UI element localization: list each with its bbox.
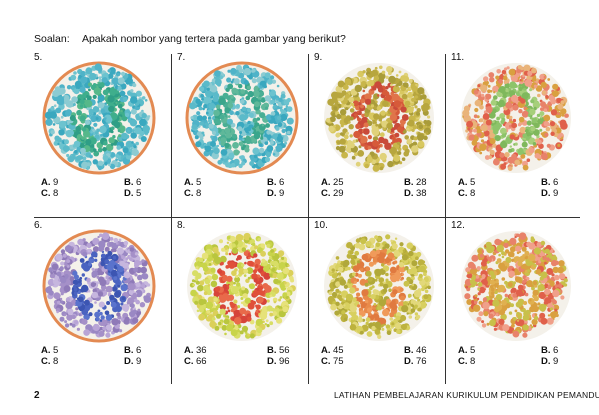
option-c[interactable]: C. 8: [458, 356, 476, 367]
option-c[interactable]: C. 66: [184, 356, 207, 367]
option-c[interactable]: C. 75: [321, 356, 344, 367]
plate-number: 6.: [34, 220, 43, 231]
plate-cell-8: 8. A. 36 B. 56 C. 66 D. 96: [177, 220, 315, 383]
option-a[interactable]: A. 5: [41, 345, 59, 356]
plate-cell-7: 7. A. 5 B. 6 C. 8 D. 9: [177, 52, 315, 215]
ishihara-plate-image: [41, 60, 157, 176]
option-a[interactable]: A. 25: [321, 177, 344, 188]
option-b[interactable]: B. 6: [541, 345, 559, 356]
plate-cell-11: 11. A. 5 B. 6 C. 8 D. 9: [451, 52, 589, 215]
option-d[interactable]: D. 96: [267, 356, 290, 367]
divider-vertical-1: [171, 54, 172, 384]
option-c[interactable]: C. 8: [184, 188, 202, 199]
question-label: Soalan:: [34, 33, 70, 45]
question-line: Soalan: Apakah nombor yang tertera pada …: [34, 33, 346, 45]
option-d[interactable]: D. 9: [541, 188, 559, 199]
plate-cell-10: 10. A. 45 B. 46 C. 75 D. 76: [314, 220, 452, 383]
plate-cell-12: 12. A. 5 B. 6 C. 8 D. 9: [451, 220, 589, 383]
page-number: 2: [34, 390, 40, 401]
ishihara-plate-image: [458, 60, 574, 176]
option-b[interactable]: B. 6: [541, 177, 559, 188]
option-a[interactable]: A. 9: [41, 177, 59, 188]
plate-number: 8.: [177, 220, 186, 231]
ishihara-plate-image: [41, 228, 157, 344]
footer-title: LATIHAN PEMBELAJARAN KURIKULUM PENDIDIKA…: [334, 390, 599, 400]
option-b[interactable]: B. 6: [267, 177, 285, 188]
option-a[interactable]: A. 36: [184, 345, 207, 356]
plate-cell-5: 5. A. 9 B. 6 C. 8 D. 5: [34, 52, 172, 215]
option-d[interactable]: D. 9: [267, 188, 285, 199]
divider-horizontal: [34, 217, 580, 218]
plate-number: 9.: [314, 52, 323, 63]
plate-cell-6: 6. A. 5 B. 6 C. 8 D. 9: [34, 220, 172, 383]
option-c[interactable]: C. 8: [458, 188, 476, 199]
option-a[interactable]: A. 5: [458, 345, 476, 356]
option-b[interactable]: B. 6: [124, 177, 142, 188]
option-c[interactable]: C. 29: [321, 188, 344, 199]
option-c[interactable]: C. 8: [41, 356, 59, 367]
ishihara-plate-image: [184, 228, 300, 344]
option-d[interactable]: D. 9: [541, 356, 559, 367]
question-text: Apakah nombor yang tertera pada gambar y…: [81, 33, 346, 45]
option-d[interactable]: D. 5: [124, 188, 142, 199]
option-a[interactable]: A. 45: [321, 345, 344, 356]
plate-number: 12.: [451, 220, 465, 231]
option-a[interactable]: A. 5: [184, 177, 202, 188]
option-b[interactable]: B. 28: [404, 177, 427, 188]
plate-number: 11.: [451, 52, 465, 63]
option-d[interactable]: D. 76: [404, 356, 427, 367]
ishihara-plate-image: [321, 60, 437, 176]
option-b[interactable]: B. 56: [267, 345, 290, 356]
ishihara-plate-image: [458, 228, 574, 344]
plate-number: 10.: [314, 220, 328, 231]
option-b[interactable]: B. 6: [124, 345, 142, 356]
plate-number: 7.: [177, 52, 186, 63]
option-c[interactable]: C. 8: [41, 188, 59, 199]
ishihara-plate-image: [184, 60, 300, 176]
divider-vertical-3: [445, 54, 446, 384]
option-b[interactable]: B. 46: [404, 345, 427, 356]
option-d[interactable]: D. 38: [404, 188, 427, 199]
divider-vertical-2: [308, 54, 309, 384]
option-d[interactable]: D. 9: [124, 356, 142, 367]
plate-cell-9: 9. A. 25 B. 28 C. 29 D. 38: [314, 52, 452, 215]
option-a[interactable]: A. 5: [458, 177, 476, 188]
plate-number: 5.: [34, 52, 43, 63]
ishihara-plate-image: [321, 228, 437, 344]
